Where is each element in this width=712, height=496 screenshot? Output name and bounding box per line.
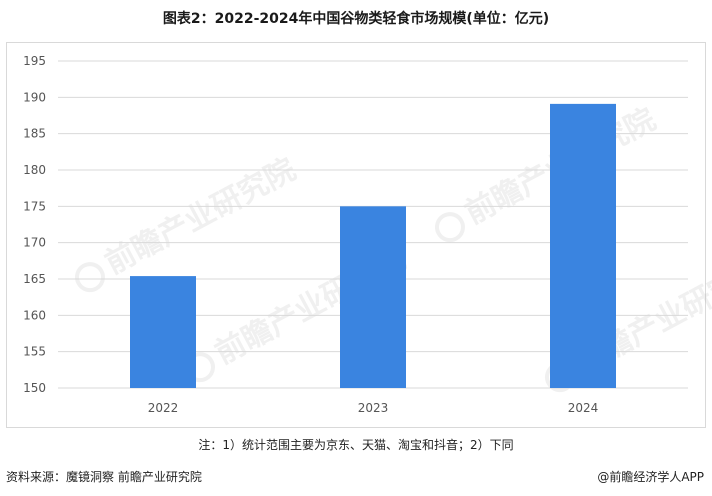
y-tick-label: 165 xyxy=(23,272,46,286)
x-tick-label: 2022 xyxy=(148,401,179,415)
bar-2024 xyxy=(550,103,616,388)
y-tick-label: 175 xyxy=(23,199,46,213)
y-tick-label: 170 xyxy=(23,236,46,250)
y-tick-label: 150 xyxy=(23,381,46,395)
y-tick-label: 155 xyxy=(23,345,46,359)
y-tick-label: 185 xyxy=(23,127,46,141)
x-tick-label: 2024 xyxy=(568,401,599,415)
brand-credit: @前瞻经济学人APP xyxy=(597,470,704,484)
y-tick-label: 160 xyxy=(23,308,46,322)
y-tick-label: 180 xyxy=(23,163,46,177)
bar-2022 xyxy=(130,276,196,388)
bar-2023 xyxy=(340,206,406,388)
y-tick-label: 195 xyxy=(23,54,46,68)
x-tick-label: 2023 xyxy=(358,401,389,415)
chart-title: 图表2：2022-2024年中国谷物类轻食市场规模(单位：亿元) xyxy=(162,11,550,27)
data-source: 资料来源：魔镜洞察 前瞻产业研究院 xyxy=(6,470,202,484)
y-tick-label: 190 xyxy=(23,90,46,104)
chart-note: 注：1）统计范围主要为京东、天猫、淘宝和抖音；2）下同 xyxy=(198,438,514,452)
